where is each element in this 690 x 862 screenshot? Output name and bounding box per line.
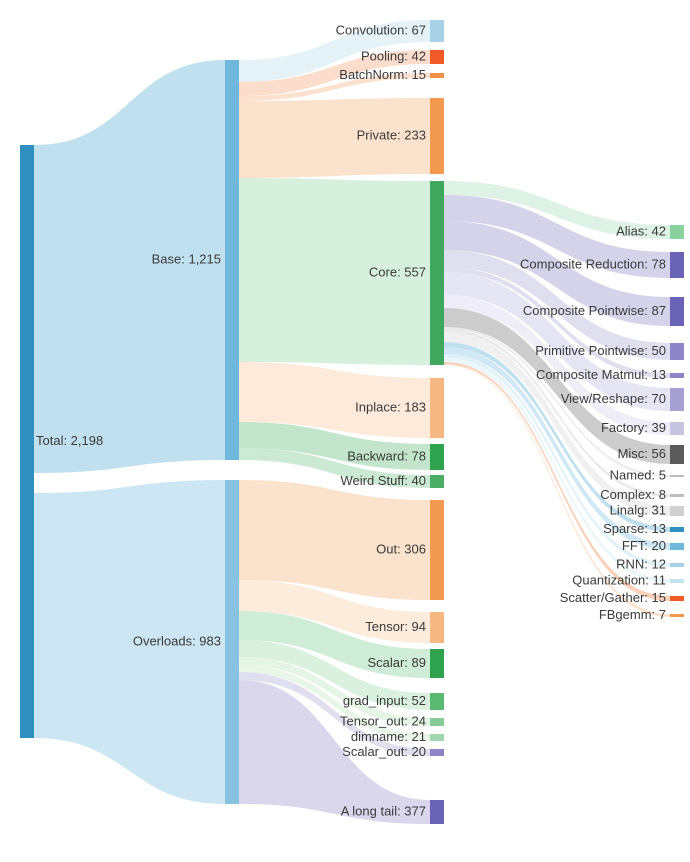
sankey-node-fbgemm <box>670 614 684 617</box>
sankey-node-weird <box>430 475 444 488</box>
sankey-node-convolution <box>430 20 444 42</box>
sankey-node-view_reshape <box>670 388 684 411</box>
sankey-node-inplace <box>430 378 444 438</box>
sankey-node-backward <box>430 444 444 470</box>
sankey-node-comp_pointwise <box>670 297 684 326</box>
sankey-node-quantization <box>670 579 684 583</box>
sankey-node-prim_pointwise <box>670 343 684 360</box>
sankey-node-alias <box>670 225 684 239</box>
sankey-link <box>239 98 430 178</box>
sankey-link <box>34 480 225 804</box>
sankey-node-scatter_gather <box>670 596 684 601</box>
sankey-node-long_tail <box>430 800 444 824</box>
sankey-node-misc <box>670 445 684 464</box>
sankey-node-private <box>430 98 444 174</box>
sankey-node-scalar <box>430 649 444 678</box>
sankey-node-batchnorm <box>430 73 444 78</box>
sankey-node-tensor <box>430 612 444 643</box>
sankey-node-overloads <box>225 480 239 804</box>
sankey-node-out <box>430 500 444 600</box>
sankey-node-comp_matmul <box>670 373 684 378</box>
sankey-node-linalg <box>670 506 684 516</box>
sankey-node-dimname <box>430 734 444 741</box>
sankey-links <box>34 20 670 824</box>
sankey-node-total <box>20 145 34 738</box>
sankey-chart: Total: 2,198Base: 1,215Overloads: 983Con… <box>0 0 690 862</box>
sankey-node-pooling <box>430 50 444 64</box>
sankey-node-base <box>225 60 239 460</box>
sankey-link <box>239 178 430 365</box>
sankey-link <box>34 60 225 473</box>
sankey-node-core <box>430 181 444 365</box>
sankey-node-complex <box>670 494 684 497</box>
sankey-node-rnn <box>670 563 684 567</box>
sankey-node-sparse <box>670 527 684 532</box>
sankey-node-scalar_out <box>430 749 444 756</box>
sankey-node-factory <box>670 422 684 435</box>
sankey-node-tensor_out <box>430 718 444 726</box>
sankey-node-named <box>670 475 684 477</box>
sankey-node-comp_reduction <box>670 252 684 278</box>
sankey-node-fft <box>670 543 684 550</box>
sankey-node-grad_input <box>430 693 444 710</box>
